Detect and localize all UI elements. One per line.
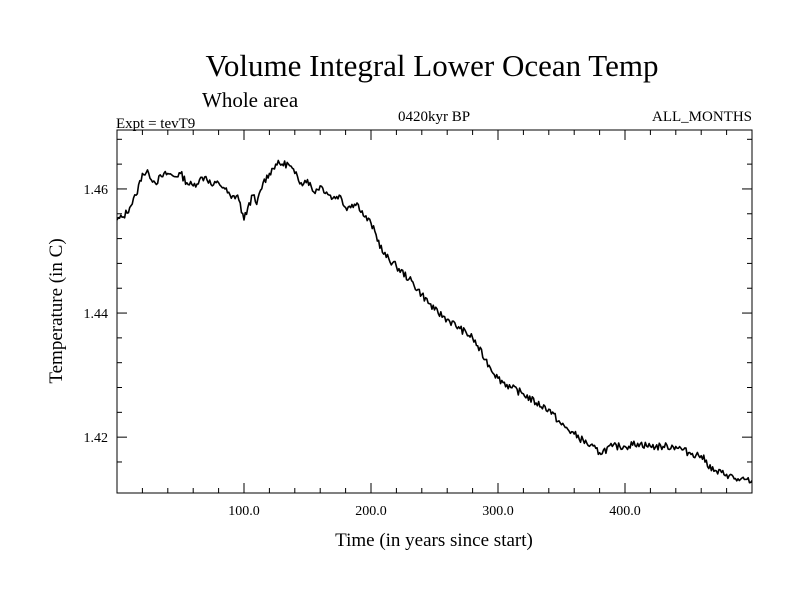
plot-frame	[116, 129, 753, 494]
x-tick-label: 400.0	[609, 504, 641, 519]
chart-subtitle: Whole area	[202, 88, 299, 112]
x-tick-label: 300.0	[482, 504, 514, 519]
plot-area: 100.0 200.0 300.0 400.0 1.42 1.44 1.46	[84, 130, 753, 519]
x-tick-label: 200.0	[355, 504, 387, 519]
x-tick-label: 100.0	[228, 504, 260, 519]
period-label: 0420kyr BP	[398, 109, 470, 125]
y-tick-label: 1.44	[84, 307, 109, 322]
chart-title: Volume Integral Lower Ocean Temp	[206, 48, 659, 83]
y-tick-label: 1.46	[84, 183, 109, 198]
x-axis-label: Time (in years since start)	[335, 530, 533, 551]
temperature-series-line	[116, 159, 753, 484]
y-tick-label: 1.42	[84, 431, 109, 446]
y-axis-label: Temperature (in C)	[46, 238, 67, 383]
months-label: ALL_MONTHS	[652, 109, 752, 125]
experiment-label: Expt = tevT9	[116, 116, 195, 132]
